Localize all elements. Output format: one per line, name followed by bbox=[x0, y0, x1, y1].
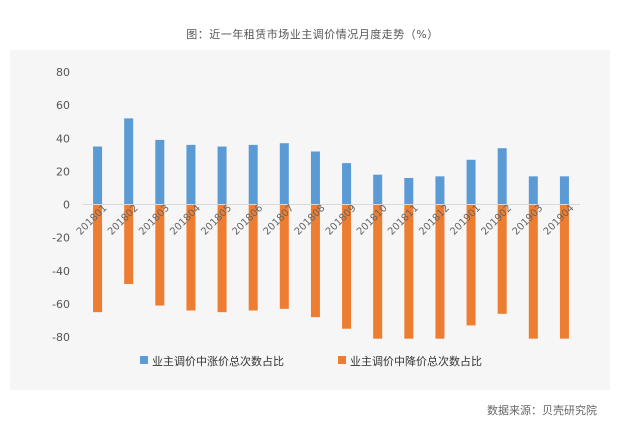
legend-item-up-swatch bbox=[140, 356, 148, 364]
x-tick-label: 201804 bbox=[168, 203, 203, 238]
bar-down-201903 bbox=[528, 204, 538, 339]
legend-item-down-swatch bbox=[338, 356, 346, 364]
bar-down-201902 bbox=[497, 204, 507, 314]
x-tick-label: 201811 bbox=[386, 203, 421, 238]
y-tick-label: -40 bbox=[52, 265, 70, 278]
bar-down-201901 bbox=[466, 204, 476, 326]
x-tick-label: 201808 bbox=[293, 203, 328, 238]
bar-up-201901 bbox=[466, 159, 476, 205]
y-tick-label: -60 bbox=[52, 298, 70, 311]
bar-down-201808 bbox=[310, 204, 320, 318]
chart-title: 图：近一年租赁市场业主调价情况月度走势（%） bbox=[186, 28, 439, 41]
legend-item-down-label: 业主调价中降价总次数占比 bbox=[350, 354, 482, 368]
y-tick-label: 60 bbox=[56, 99, 70, 112]
bars bbox=[93, 118, 569, 339]
bar-up-201903 bbox=[528, 176, 538, 205]
y-axis-ticks: 80 60 40 20 0 -20 -40 -60 -80 bbox=[52, 66, 70, 344]
x-tick-label: 201809 bbox=[324, 203, 359, 238]
x-tick-label: 201812 bbox=[417, 203, 452, 238]
bar-up-201807 bbox=[279, 143, 289, 205]
y-tick-label: -80 bbox=[52, 331, 70, 344]
bar-down-201806 bbox=[248, 204, 258, 311]
bar-up-201810 bbox=[373, 174, 383, 205]
x-tick-label: 201806 bbox=[231, 203, 266, 238]
bar-down-201809 bbox=[342, 204, 352, 329]
x-tick-label: 201810 bbox=[355, 203, 390, 238]
bar-up-201805 bbox=[217, 146, 227, 205]
y-tick-label: 80 bbox=[56, 66, 70, 79]
bar-up-201812 bbox=[435, 176, 445, 205]
x-tick-label: 201902 bbox=[480, 203, 515, 238]
bar-down-201812 bbox=[435, 204, 445, 339]
x-tick-label: 201803 bbox=[137, 203, 172, 238]
bar-up-201806 bbox=[248, 144, 258, 205]
bar-down-201802 bbox=[124, 204, 134, 284]
bar-down-201805 bbox=[217, 204, 227, 313]
x-tick-label: 201904 bbox=[542, 203, 577, 238]
bar-down-201810 bbox=[373, 204, 383, 339]
x-tick-label: 201903 bbox=[511, 203, 546, 238]
bar-down-201801 bbox=[93, 204, 103, 313]
x-tick-label: 201802 bbox=[106, 203, 141, 238]
bar-down-201804 bbox=[186, 204, 196, 311]
bar-down-201807 bbox=[279, 204, 289, 309]
plot-frame bbox=[10, 50, 610, 390]
data-source: 数据来源：贝壳研究院 bbox=[487, 404, 597, 417]
bar-up-201811 bbox=[404, 178, 414, 205]
bar-up-201801 bbox=[93, 146, 103, 205]
bar-up-201803 bbox=[155, 139, 165, 205]
y-tick-label: -20 bbox=[52, 232, 70, 245]
bar-up-201804 bbox=[186, 144, 196, 205]
legend: 业主调价中涨价总次数占比 业主调价中降价总次数占比 bbox=[140, 354, 482, 368]
y-tick-label: 0 bbox=[63, 199, 70, 212]
x-tick-label: 201807 bbox=[262, 203, 297, 238]
bar-up-201809 bbox=[342, 163, 352, 205]
y-tick-label: 20 bbox=[56, 165, 70, 178]
bar-up-201802 bbox=[124, 118, 134, 205]
bar-up-201904 bbox=[559, 176, 569, 205]
bar-down-201811 bbox=[404, 204, 414, 339]
bar-up-201808 bbox=[310, 151, 320, 205]
bar-up-201902 bbox=[497, 148, 507, 205]
x-tick-label: 201801 bbox=[75, 203, 110, 238]
x-tick-label: 201901 bbox=[448, 203, 483, 238]
x-tick-label: 201805 bbox=[199, 203, 234, 238]
legend-item-up-label: 业主调价中涨价总次数占比 bbox=[152, 354, 284, 368]
bar-down-201803 bbox=[155, 204, 165, 306]
bar-down-201904 bbox=[559, 204, 569, 339]
y-tick-label: 40 bbox=[56, 132, 70, 145]
